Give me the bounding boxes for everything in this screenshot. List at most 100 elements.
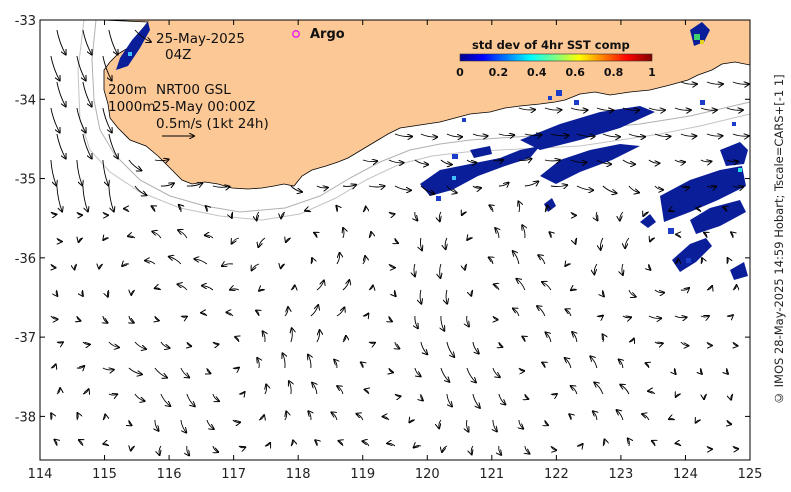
current-vector-arrow	[334, 360, 337, 369]
current-vector-arrow	[576, 444, 583, 446]
current-vector-arrow	[231, 211, 234, 218]
current-vector-arrow	[493, 419, 497, 431]
depth-1000-label: 1000m	[108, 99, 156, 115]
current-vector-arrow	[263, 331, 265, 343]
current-vector-arrow	[676, 234, 682, 239]
current-vector-arrow	[550, 185, 567, 187]
current-vector-arrow	[145, 261, 156, 265]
current-vector-arrow	[82, 389, 89, 394]
current-vector-arrow	[600, 237, 602, 250]
current-vector-arrow	[82, 133, 92, 159]
current-vector-arrow	[652, 441, 655, 447]
current-vector-arrow	[368, 186, 385, 187]
current-vector-arrow	[108, 185, 114, 212]
current-vector-arrow	[108, 133, 118, 158]
colorbar-tick-label: 0.6	[565, 66, 585, 79]
current-vector-arrow	[544, 160, 560, 161]
current-vector-arrow	[472, 186, 481, 188]
current-vector-arrow	[620, 211, 624, 221]
current-vector-arrow	[160, 183, 174, 186]
current-vector-arrow	[674, 160, 685, 162]
lat-tick-label: -36	[15, 252, 36, 267]
current-vector-arrow	[232, 237, 240, 244]
current-vector-arrow	[680, 134, 696, 136]
current-vector-arrow	[389, 315, 392, 322]
current-vector-arrow	[596, 211, 597, 220]
current-vector-arrow	[674, 259, 678, 265]
current-vector-arrow	[152, 206, 155, 213]
current-vector-arrow	[696, 420, 701, 423]
current-vector-arrow	[56, 81, 66, 107]
current-vector-arrow	[669, 419, 676, 421]
current-vector-arrow	[723, 207, 727, 213]
current-vector-arrow	[159, 445, 161, 455]
scale-label: 0.5m/s (1kt 24h)	[156, 116, 269, 132]
current-vector-arrow	[565, 358, 572, 369]
current-vector-arrow	[472, 134, 488, 136]
current-vector-arrow	[103, 444, 110, 447]
current-vector-arrow	[700, 367, 702, 374]
current-vector-arrow	[648, 316, 661, 318]
current-vector-arrow	[439, 419, 441, 428]
current-vector-arrow	[212, 393, 219, 401]
lat-tick-label: -38	[15, 410, 36, 425]
current-vector-arrow	[498, 183, 509, 186]
current-vector-arrow	[388, 263, 395, 268]
current-vector-arrow	[415, 211, 418, 221]
current-vector-arrow	[108, 29, 118, 55]
current-vector-arrow	[569, 414, 571, 421]
current-vector-arrow	[76, 211, 82, 215]
current-vector-arrow	[414, 446, 422, 448]
current-vector-arrow	[706, 445, 712, 449]
current-vector-arrow	[291, 328, 292, 343]
current-vector-arrow	[415, 315, 418, 328]
current-vector-arrow	[82, 341, 90, 345]
current-vector-arrow	[525, 445, 530, 454]
lon-tick-label: 120	[415, 467, 440, 482]
current-vector-arrow	[308, 411, 311, 421]
current-vector-arrow	[545, 419, 548, 425]
current-vector-arrow	[259, 289, 266, 290]
colorbar-title: std dev of 4hr SST comp	[472, 38, 630, 52]
current-vector-arrow	[362, 441, 370, 447]
current-vector-arrow	[207, 367, 211, 374]
current-vector-arrow	[131, 446, 136, 451]
current-vector-arrow	[603, 334, 604, 343]
current-vector-arrow	[732, 285, 737, 291]
current-vector-arrow	[51, 263, 56, 268]
current-vector-arrow	[700, 316, 709, 317]
current-vector-arrow	[180, 419, 186, 433]
current-vector-arrow	[619, 359, 623, 369]
axes: 114 115 116 117 118 119 120 121 122 123 124 125 -33 -…	[15, 14, 763, 482]
current-vector-arrow	[56, 289, 57, 296]
current-vector-arrow	[179, 205, 181, 213]
australia-landmass	[100, 20, 750, 190]
current-vector-arrow	[565, 309, 572, 317]
current-vector-arrow	[550, 394, 557, 395]
current-vector-arrow	[315, 440, 317, 447]
current-vector-arrow	[538, 255, 546, 265]
current-vector-arrow	[202, 286, 214, 291]
current-vector-arrow	[441, 315, 444, 331]
current-vector-arrow	[570, 211, 576, 215]
current-vector-arrow	[76, 366, 84, 368]
colorbar-tick-label: 1	[648, 66, 656, 79]
current-vector-arrow	[258, 237, 266, 247]
current-vector-arrow	[518, 367, 524, 371]
current-vector-arrow	[570, 160, 587, 163]
current-vector-arrow	[414, 263, 415, 276]
current-vector-arrow	[522, 337, 525, 343]
current-vector-arrow	[128, 159, 142, 171]
current-vector-arrow	[257, 358, 259, 369]
current-vector-arrow	[622, 159, 635, 164]
current-vector-arrow	[99, 264, 104, 269]
lat-tick-label: -37	[15, 331, 36, 346]
current-vector-arrow	[706, 286, 712, 290]
current-vector-arrow	[286, 238, 291, 242]
lon-tick-label: 114	[28, 467, 53, 482]
current-vector-arrow	[154, 159, 169, 160]
current-vector-arrow	[602, 133, 620, 137]
lon-tick-label: 122	[544, 467, 569, 482]
current-vector-arrow	[222, 264, 233, 266]
current-vector-arrow	[383, 417, 390, 421]
